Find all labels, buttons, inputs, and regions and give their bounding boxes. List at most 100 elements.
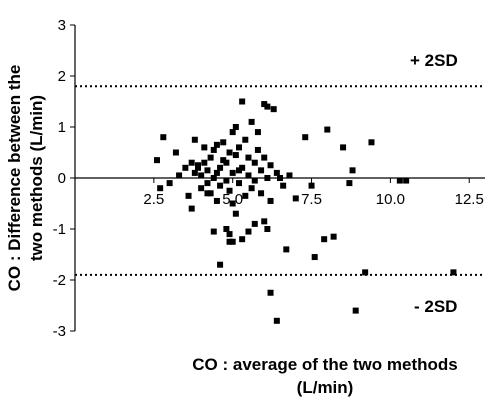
data-point — [191, 169, 198, 176]
data-point — [346, 180, 353, 187]
data-point — [245, 228, 252, 235]
data-point — [213, 197, 220, 204]
y-tick-label: 2 — [58, 68, 66, 85]
data-point — [267, 162, 274, 169]
data-point — [258, 167, 265, 174]
y-tick-label: -1 — [53, 221, 66, 238]
data-point — [229, 238, 236, 245]
y-axis-title-line1: CO : Difference between the — [5, 65, 24, 292]
data-point — [280, 182, 287, 189]
data-point — [232, 152, 239, 159]
data-point — [311, 254, 318, 261]
data-point — [229, 200, 236, 207]
data-point — [236, 180, 242, 187]
tick-labels: -3 -2 -1 0 1 2 3 2.5 5.0 7.5 10.0 12.5 — [53, 17, 484, 340]
y-tick-label: 1 — [58, 119, 66, 136]
axes — [70, 24, 485, 332]
data-point — [154, 157, 160, 164]
data-point — [267, 197, 274, 204]
data-point — [220, 157, 227, 164]
data-point — [176, 172, 183, 179]
y-tick-label: -2 — [53, 272, 66, 289]
data-point — [204, 190, 211, 197]
data-point — [242, 136, 249, 143]
reference-lines — [75, 85, 485, 276]
data-point — [210, 146, 217, 153]
data-point — [261, 154, 268, 161]
data-point — [223, 177, 230, 184]
data-point — [198, 172, 205, 179]
data-point — [204, 167, 211, 174]
data-point — [223, 226, 230, 232]
y-tick-label: 0 — [58, 170, 66, 187]
minus-2sd-label: - 2SD — [414, 297, 457, 316]
data-point — [264, 175, 271, 181]
data-point — [340, 144, 347, 151]
y-tick-label: -3 — [53, 323, 66, 340]
data-point — [232, 124, 239, 130]
y-axis-title-line2: two methods (L/min) — [27, 95, 46, 261]
data-point — [349, 167, 356, 174]
data-points — [154, 98, 457, 324]
data-point — [330, 233, 337, 240]
x-axis-title-line2: (L/min) — [297, 378, 354, 397]
data-point — [195, 164, 201, 171]
data-point — [450, 269, 457, 276]
data-point — [321, 236, 328, 243]
data-point — [223, 159, 230, 166]
x-axis-title-line1: CO : average of the two methods — [192, 355, 457, 374]
data-point — [217, 164, 224, 171]
data-point — [217, 182, 224, 189]
data-point — [204, 180, 211, 187]
data-point — [242, 192, 249, 199]
data-point — [254, 146, 261, 153]
data-point — [286, 172, 293, 179]
data-point — [226, 187, 233, 194]
data-point — [261, 218, 268, 225]
data-point — [308, 182, 315, 189]
data-point — [207, 154, 214, 161]
data-point — [368, 139, 375, 146]
data-point — [251, 177, 258, 184]
data-point — [182, 164, 189, 171]
data-point — [229, 169, 236, 176]
data-point — [166, 180, 173, 187]
data-point — [239, 236, 246, 243]
data-point — [198, 185, 205, 192]
data-point — [248, 185, 255, 192]
data-point — [352, 307, 359, 314]
data-point — [217, 261, 224, 268]
data-point — [396, 177, 403, 184]
x-tick-label: 10.0 — [376, 191, 405, 208]
data-point — [239, 98, 246, 105]
data-point — [254, 129, 261, 136]
y-tick-label: 3 — [58, 17, 66, 34]
data-point — [226, 238, 233, 245]
data-point — [210, 228, 217, 235]
x-tick-label: 7.5 — [301, 191, 322, 208]
data-point — [264, 103, 271, 110]
data-point — [302, 134, 309, 141]
data-point — [207, 190, 214, 197]
data-point — [245, 154, 252, 161]
data-point — [213, 141, 220, 148]
x-tick-label: 2.5 — [143, 191, 164, 208]
data-point — [239, 164, 246, 171]
data-point — [236, 167, 242, 174]
x-tick-label: 5.0 — [222, 191, 243, 208]
data-point — [172, 149, 179, 156]
data-point — [201, 159, 208, 166]
data-point — [267, 289, 274, 296]
data-point — [201, 144, 208, 151]
data-point — [283, 246, 290, 253]
data-point — [188, 205, 195, 212]
data-point — [226, 231, 233, 238]
data-point — [245, 172, 252, 179]
data-point — [273, 169, 280, 176]
data-point — [362, 269, 369, 276]
data-point — [213, 169, 220, 176]
data-point — [324, 126, 331, 133]
data-point — [220, 139, 227, 146]
data-point — [277, 175, 283, 181]
